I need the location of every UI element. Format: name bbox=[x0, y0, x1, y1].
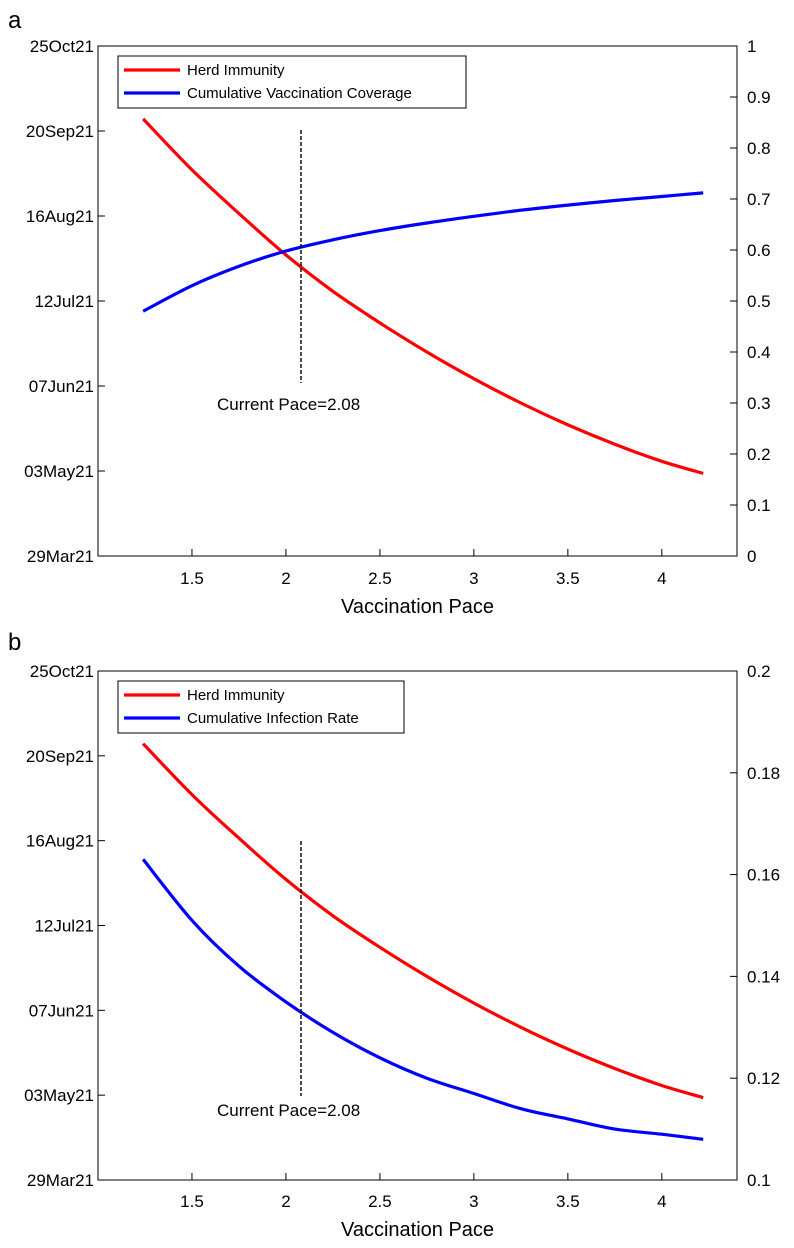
y-right-tick-label: 0.5 bbox=[747, 292, 771, 311]
plot-frame bbox=[97, 45, 738, 557]
y-right-tick-label: 0.9 bbox=[747, 88, 771, 107]
series-line-cumulative-infection-rate bbox=[141, 858, 704, 1141]
legend: Herd Immunity Cumulative Vaccination Cove… bbox=[117, 55, 467, 109]
y-right-tick-label: 0.16 bbox=[747, 866, 780, 885]
y-right-tick-label: 0 bbox=[747, 547, 756, 566]
y-right-tick-label: 0.18 bbox=[747, 764, 780, 783]
series-line-herd-immunity bbox=[141, 117, 704, 475]
y-right-tick-label: 0.4 bbox=[747, 343, 771, 362]
x-tick-label: 2 bbox=[281, 1192, 290, 1211]
y-left-tick-label: 16Aug21 bbox=[26, 832, 94, 851]
y-right-tick-label: 0.1 bbox=[747, 1171, 771, 1190]
y-right-tick-label: 1 bbox=[747, 37, 756, 56]
y-left-tick-label: 16Aug21 bbox=[26, 207, 94, 226]
y-right-tick-label: 0.12 bbox=[747, 1069, 780, 1088]
y-right-tick-label: 0.2 bbox=[747, 662, 771, 681]
x-tick-label: 3 bbox=[469, 1192, 478, 1211]
plot-frame bbox=[97, 670, 738, 1181]
legend: Herd Immunity Cumulative Infection Rate bbox=[117, 680, 405, 734]
y-right-tick-label: 0.6 bbox=[747, 241, 771, 260]
y-left-tick-label: 29Mar21 bbox=[27, 1171, 94, 1190]
x-tick-label: 3.5 bbox=[556, 569, 580, 588]
x-tick-label: 2.5 bbox=[368, 1192, 392, 1211]
y-right-tick-label: 0.8 bbox=[747, 139, 771, 158]
y-left-tick-label: 12Jul21 bbox=[34, 292, 94, 311]
y-left-tick-label: 03May21 bbox=[24, 1086, 94, 1105]
y-left-tick-label: 25Oct21 bbox=[30, 662, 94, 681]
chart-panel-b: b 1.5 2 2.5 3 3.5 4 Vaccination Pace 25Oct21 20Se… bbox=[8, 629, 780, 1241]
legend-box bbox=[117, 680, 405, 734]
series-line-herd-immunity bbox=[141, 742, 704, 1100]
x-tick-label: 1.5 bbox=[180, 1192, 204, 1211]
x-tick-label: 3.5 bbox=[556, 1192, 580, 1211]
legend-entry: Cumulative Vaccination Coverage bbox=[187, 85, 412, 102]
y-right-tick-label: 0.2 bbox=[747, 445, 771, 464]
x-tick-label: 4 bbox=[657, 1192, 666, 1211]
x-tick-label: 2 bbox=[281, 569, 290, 588]
y-right-tick-label: 0.7 bbox=[747, 190, 771, 209]
x-tick-label: 4 bbox=[657, 569, 666, 588]
panel-label: b bbox=[8, 629, 21, 656]
y-left-tick-label: 25Oct21 bbox=[30, 37, 94, 56]
current-pace-label: Current Pace=2.08 bbox=[217, 1101, 360, 1120]
legend-entry: Cumulative Infection Rate bbox=[187, 710, 359, 727]
x-tick-label: 2.5 bbox=[368, 569, 392, 588]
y-left-tick-label: 03May21 bbox=[24, 462, 94, 481]
y-left-tick-label: 07Jun21 bbox=[29, 377, 94, 396]
panel-label: a bbox=[8, 7, 22, 34]
legend-entry: Herd Immunity bbox=[187, 62, 285, 79]
y-right-tick-label: 0.14 bbox=[747, 967, 780, 986]
y-left-tick-label: 20Sep21 bbox=[26, 747, 94, 766]
x-tick-label: 1.5 bbox=[180, 569, 204, 588]
current-pace-label: Current Pace=2.08 bbox=[217, 395, 360, 414]
legend-entry: Herd Immunity bbox=[187, 687, 285, 704]
y-left-tick-label: 12Jul21 bbox=[34, 917, 94, 936]
chart-panel-a: a 1.5 2 2.5 3 3.5 4 Vaccination Pace 25Oct21 20Se… bbox=[8, 7, 771, 618]
legend-box bbox=[117, 55, 467, 109]
y-right-tick-label: 0.3 bbox=[747, 394, 771, 413]
series-line-cumulative-vaccination-coverage bbox=[142, 191, 704, 313]
y-right-tick-label: 0.1 bbox=[747, 496, 771, 515]
x-tick-label: 3 bbox=[469, 569, 478, 588]
x-axis-label: Vaccination Pace bbox=[341, 1219, 494, 1241]
y-left-tick-label: 29Mar21 bbox=[27, 547, 94, 566]
y-left-tick-label: 07Jun21 bbox=[29, 1001, 94, 1020]
x-axis-label: Vaccination Pace bbox=[341, 596, 494, 618]
y-left-tick-label: 20Sep21 bbox=[26, 122, 94, 141]
